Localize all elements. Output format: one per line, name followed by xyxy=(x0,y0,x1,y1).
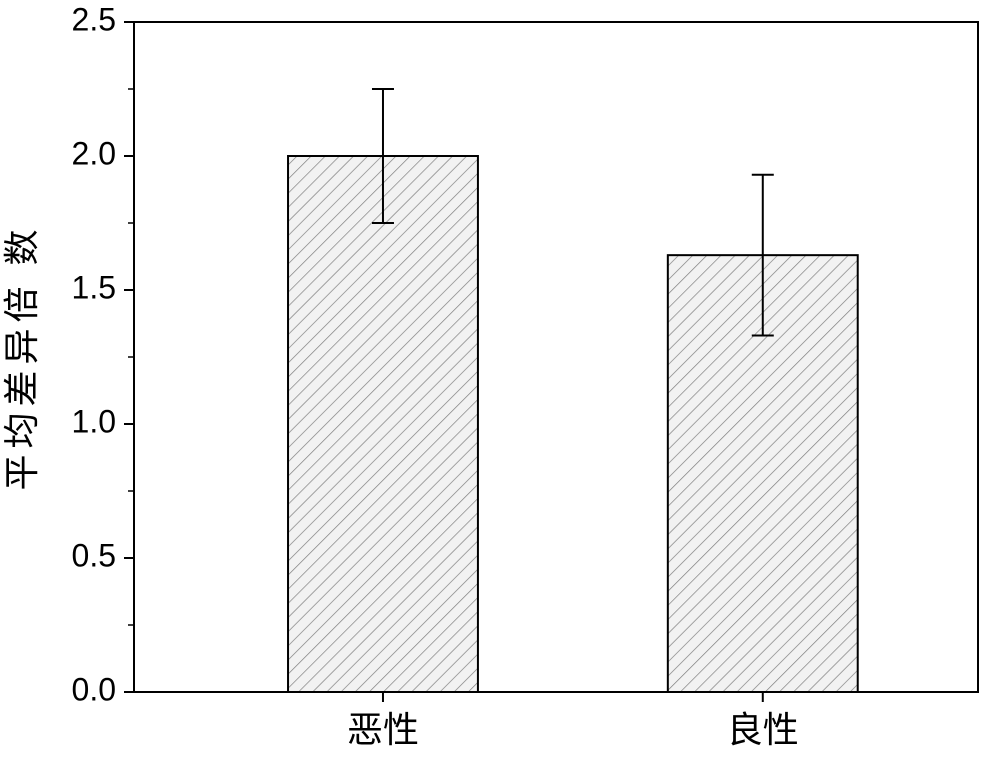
y-tick-label: 0.5 xyxy=(72,537,116,573)
bar-chart-svg: 0.0 0.5 1.0 1.5 2.0 2.5 平均差异倍 数恶性 良性 xyxy=(0,0,1000,772)
bar xyxy=(288,156,478,692)
y-tick-label: 0.0 xyxy=(72,671,116,707)
bar-chart: 0.0 0.5 1.0 1.5 2.0 2.5 平均差异倍 数恶性 良性 xyxy=(0,0,1000,772)
y-tick-label: 2.0 xyxy=(72,135,116,171)
x-tick-label: 良性 xyxy=(727,710,799,750)
y-tick-label: 1.0 xyxy=(72,403,116,439)
y-tick-label: 1.5 xyxy=(72,269,116,305)
y-tick-label: 2.5 xyxy=(72,1,116,37)
y-axis-label: 平均差异倍 数 xyxy=(2,223,42,490)
x-tick-label: 恶性 xyxy=(347,710,419,750)
